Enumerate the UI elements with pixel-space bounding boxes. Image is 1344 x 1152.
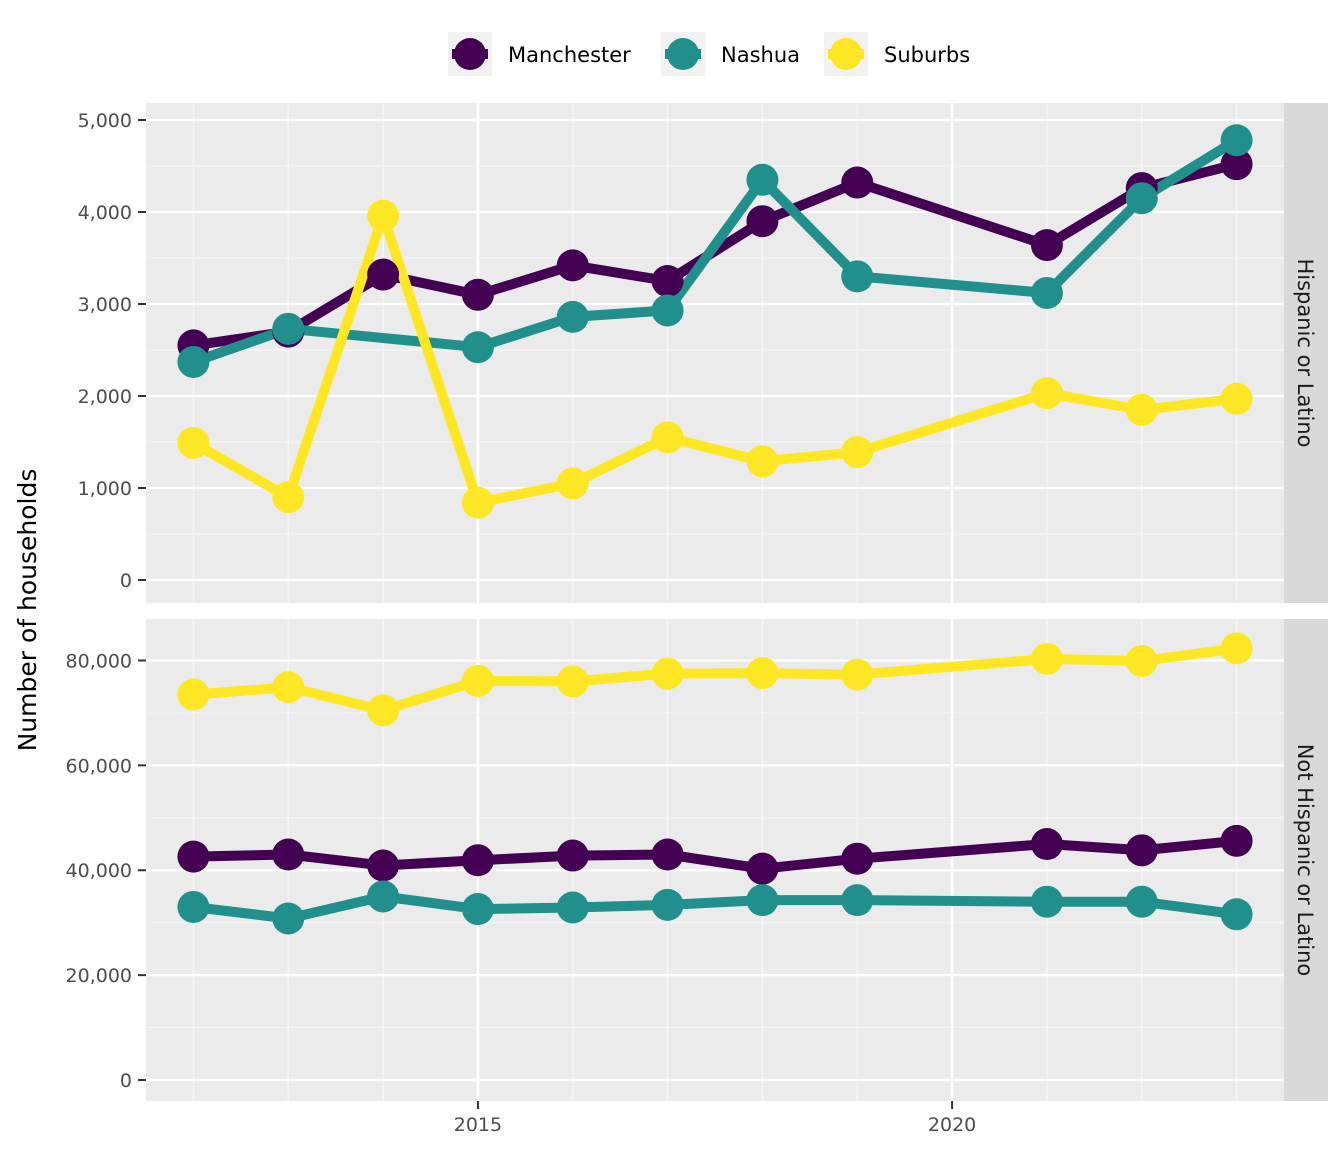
y-tick-label: 20,000: [66, 965, 132, 987]
data-point-suburbs: [367, 199, 400, 232]
data-point-nashua: [177, 345, 210, 378]
data-point-nashua: [1220, 898, 1253, 931]
data-point-nashua: [746, 884, 779, 917]
panels: 0 1,000 2,000 3,000 4,000 5,000 Hispanic or La…: [66, 103, 1328, 1101]
data-point-manchester: [1220, 824, 1253, 857]
data-point-suburbs: [746, 657, 779, 690]
data-point-nashua: [461, 893, 494, 926]
data-point-suburbs: [1220, 632, 1253, 665]
y-tick-label: 60,000: [66, 755, 132, 777]
legend-label: Manchester: [508, 43, 631, 67]
panel-not-hispanic-or-latino: 0 20,000 40,000 60,000 80,000 Not Hispanic or…: [66, 619, 1328, 1101]
data-point-manchester: [461, 278, 494, 311]
panel-background: [146, 103, 1284, 603]
data-point-manchester: [272, 838, 305, 871]
data-point-nashua: [746, 163, 779, 196]
y-tick-label: 3,000: [78, 294, 132, 316]
legend-key-point: [830, 38, 862, 70]
x-axis: 2015 2020: [454, 1101, 976, 1136]
legend-item-manchester: Manchester: [448, 32, 631, 76]
data-point-suburbs: [651, 657, 684, 690]
data-point-nashua: [177, 890, 210, 923]
data-point-nashua: [1030, 276, 1063, 309]
facet-strip-label: Hispanic or Latino: [1293, 258, 1317, 447]
data-point-suburbs: [461, 486, 494, 519]
data-point-nashua: [1125, 182, 1158, 215]
legend-label: Suburbs: [884, 43, 970, 67]
data-point-manchester: [651, 265, 684, 297]
legend: Manchester Nashua Suburbs: [448, 32, 970, 76]
data-point-manchester: [1030, 828, 1063, 861]
data-point-suburbs: [556, 467, 589, 500]
data-point-suburbs: [841, 658, 874, 691]
data-point-suburbs: [367, 694, 400, 727]
y-tick-label: 40,000: [66, 860, 132, 882]
data-point-suburbs: [272, 481, 305, 514]
legend-item-nashua: Nashua: [661, 32, 800, 76]
data-point-nashua: [1220, 124, 1253, 157]
y-tick-label: 1,000: [78, 478, 132, 500]
data-point-suburbs: [1030, 642, 1063, 675]
data-point-suburbs: [1125, 393, 1158, 426]
y-tick-label: 0: [120, 1070, 132, 1092]
data-point-nashua: [461, 331, 494, 364]
y-axis-title: Number of households: [13, 469, 42, 752]
data-point-manchester: [746, 852, 779, 885]
legend-key-point: [454, 38, 486, 70]
data-point-manchester: [746, 205, 779, 238]
legend-key-point: [667, 38, 699, 70]
data-point-nashua: [841, 884, 874, 917]
facet-strip: Hispanic or Latino: [1284, 103, 1328, 603]
data-point-suburbs: [461, 664, 494, 697]
data-point-nashua: [367, 880, 400, 913]
y-tick-label: 5,000: [78, 110, 132, 132]
data-point-suburbs: [746, 445, 779, 478]
data-point-nashua: [272, 902, 305, 935]
data-point-nashua: [841, 260, 874, 293]
data-point-manchester: [556, 249, 589, 282]
data-point-nashua: [556, 891, 589, 924]
data-point-manchester: [1220, 148, 1253, 181]
y-tick-label: 4,000: [78, 202, 132, 224]
x-tick-label: 2015: [454, 1114, 502, 1136]
data-point-nashua: [651, 888, 684, 921]
facet-strip-background: [1284, 619, 1328, 1101]
data-point-suburbs: [1030, 377, 1063, 410]
data-point-manchester: [461, 844, 494, 877]
data-point-manchester: [177, 840, 210, 873]
legend-label: Nashua: [721, 43, 800, 67]
data-point-suburbs: [1220, 382, 1253, 415]
panel-hispanic-or-latino: 0 1,000 2,000 3,000 4,000 5,000 Hispanic or La…: [78, 103, 1328, 603]
y-tick-label: 0: [120, 570, 132, 592]
data-point-nashua: [1125, 885, 1158, 918]
data-point-manchester: [841, 166, 874, 199]
data-point-suburbs: [651, 421, 684, 454]
data-point-manchester: [367, 849, 400, 882]
y-tick-label: 2,000: [78, 386, 132, 408]
data-point-manchester: [841, 842, 874, 875]
data-point-nashua: [651, 294, 684, 327]
series-line-nashua: [188, 135, 1242, 367]
facet-strip-background: [1284, 103, 1328, 603]
data-point-manchester: [1030, 229, 1063, 262]
data-point-nashua: [272, 312, 305, 345]
facet-strip-label: Not Hispanic or Latino: [1293, 744, 1317, 977]
x-tick-label: 2020: [928, 1114, 976, 1136]
data-point-suburbs: [556, 665, 589, 698]
y-tick-label: 80,000: [66, 650, 132, 672]
data-point-suburbs: [177, 678, 210, 711]
data-point-suburbs: [1125, 644, 1158, 677]
data-point-manchester: [367, 258, 400, 291]
data-point-nashua: [1030, 885, 1063, 918]
data-point-suburbs: [177, 426, 210, 459]
data-point-manchester: [651, 838, 684, 871]
legend-item-suburbs: Suburbs: [824, 32, 970, 76]
facet-strip: Not Hispanic or Latino: [1284, 619, 1328, 1101]
data-point-nashua: [556, 300, 589, 333]
data-point-suburbs: [841, 436, 874, 469]
data-point-manchester: [1125, 834, 1158, 867]
data-point-suburbs: [272, 671, 305, 704]
data-point-manchester: [556, 839, 589, 872]
